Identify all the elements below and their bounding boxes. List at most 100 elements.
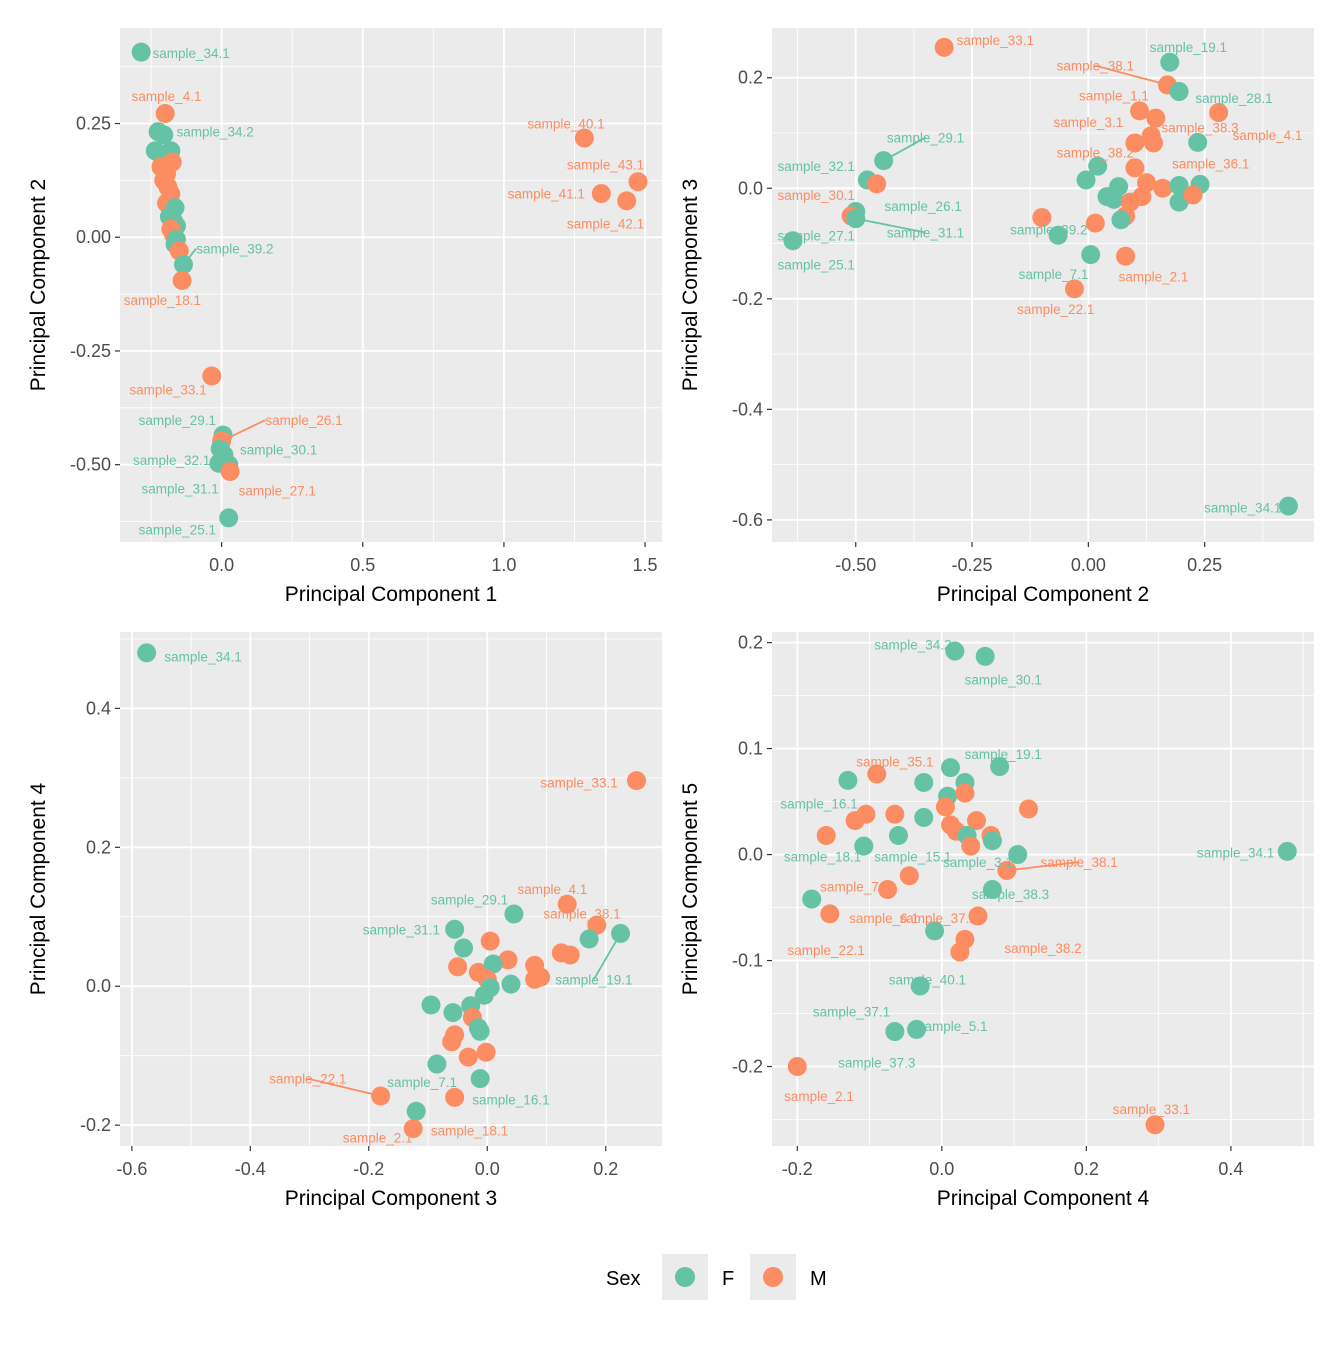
data-point-F bbox=[443, 1003, 463, 1023]
y-tick-label: 0.25 bbox=[76, 114, 111, 134]
data-point-F bbox=[783, 231, 803, 251]
data-point-M bbox=[172, 270, 192, 290]
x-tick-label: 1.0 bbox=[491, 555, 516, 575]
data-point-F bbox=[1169, 82, 1189, 102]
data-point-F bbox=[1169, 192, 1189, 212]
x-tick-label: 0.0 bbox=[209, 555, 234, 575]
point-label: sample_33.1 bbox=[129, 383, 206, 398]
data-point-M bbox=[1132, 187, 1152, 207]
data-point-M bbox=[1153, 178, 1173, 198]
data-point-M bbox=[967, 811, 987, 831]
data-point-F bbox=[131, 42, 151, 62]
point-label: sample_34.1 bbox=[1197, 845, 1274, 860]
point-label: sample_25.1 bbox=[778, 258, 855, 273]
label-leader-line bbox=[1095, 64, 1168, 86]
data-point-F bbox=[474, 985, 494, 1005]
data-point-F bbox=[925, 921, 945, 941]
label-leader-line bbox=[1006, 861, 1080, 872]
point-label: sample_22.1 bbox=[788, 943, 865, 958]
panel-background bbox=[120, 632, 662, 1146]
data-point-M bbox=[1019, 799, 1039, 819]
data-point-M bbox=[1145, 1115, 1165, 1135]
x-tick-label: 1.5 bbox=[633, 555, 658, 575]
y-tick-label: -0.2 bbox=[732, 289, 763, 309]
data-point-M bbox=[220, 461, 240, 481]
point-label: sample_18.1 bbox=[124, 293, 201, 308]
point-label: sample_26.1 bbox=[885, 199, 962, 214]
data-point-M bbox=[155, 104, 175, 124]
point-label: sample_28.1 bbox=[1195, 91, 1272, 106]
y-tick-label: -0.2 bbox=[80, 1115, 111, 1135]
legend: Sex F M bbox=[606, 1254, 827, 1300]
point-label: sample_38.1 bbox=[543, 906, 620, 921]
point-label: sample_7.1 bbox=[1019, 267, 1089, 282]
point-label: sample_7.1 bbox=[387, 1075, 457, 1090]
point-label: sample_34.1 bbox=[1204, 501, 1281, 516]
data-point-F bbox=[1160, 52, 1180, 72]
data-point-F bbox=[1278, 496, 1298, 516]
point-label: sample_36.1 bbox=[1172, 156, 1249, 171]
data-point-M bbox=[899, 866, 919, 886]
data-point-F bbox=[1111, 210, 1131, 230]
data-point-M bbox=[202, 366, 222, 386]
y-tick-label: -0.1 bbox=[732, 951, 763, 971]
y-axis-title: Principal Component 4 bbox=[27, 782, 50, 995]
data-point-F bbox=[1076, 170, 1096, 190]
data-point-F bbox=[1081, 245, 1101, 265]
point-label: sample_42.1 bbox=[567, 217, 644, 232]
data-point-M bbox=[574, 128, 594, 148]
data-point-M bbox=[935, 797, 955, 817]
point-label: sample_2.1 bbox=[343, 1131, 413, 1146]
y-tick-label: 0.2 bbox=[738, 633, 763, 653]
data-point-M bbox=[1032, 208, 1052, 228]
y-axis-title: Principal Component 5 bbox=[679, 783, 702, 995]
point-label: sample_2.1 bbox=[784, 1089, 854, 1104]
point-label: sample_38.1 bbox=[1057, 59, 1134, 74]
data-point-F bbox=[982, 880, 1002, 900]
data-point-F bbox=[1008, 845, 1028, 865]
point-label: sample_29.1 bbox=[139, 413, 216, 428]
x-tick-label: -0.2 bbox=[353, 1159, 384, 1179]
x-tick-label: -0.25 bbox=[952, 555, 993, 575]
point-label: sample_41.1 bbox=[508, 187, 585, 202]
point-label: sample_34.2 bbox=[176, 125, 253, 140]
label-leader-line bbox=[182, 248, 197, 266]
data-point-F bbox=[940, 758, 960, 778]
point-label: sample_37.2 bbox=[900, 911, 977, 926]
point-label: sample_1.1 bbox=[1079, 88, 1149, 103]
data-point-F bbox=[427, 1054, 447, 1074]
data-point-M bbox=[787, 1057, 807, 1077]
data-point-M bbox=[878, 880, 898, 900]
data-point-M bbox=[480, 931, 500, 951]
point-label: sample_26.1 bbox=[265, 413, 342, 428]
data-point-F bbox=[914, 772, 934, 792]
data-point-F bbox=[885, 1022, 905, 1042]
y-tick-label: 0.2 bbox=[738, 68, 763, 88]
data-point-M bbox=[1125, 158, 1145, 178]
x-tick-label: -0.4 bbox=[235, 1159, 266, 1179]
point-label: sample_34.1 bbox=[152, 46, 229, 61]
point-label: sample_18.1 bbox=[431, 1124, 508, 1139]
data-point-F bbox=[1104, 189, 1124, 209]
y-axis-title: Principal Component 3 bbox=[679, 179, 702, 391]
point-label: sample_37.1 bbox=[813, 1004, 890, 1019]
x-axis-title: Principal Component 2 bbox=[937, 583, 1149, 606]
point-label: sample_35.1 bbox=[856, 754, 933, 769]
data-point-F bbox=[1048, 225, 1068, 245]
point-label: sample_29.1 bbox=[431, 892, 508, 907]
point-label: sample_4.1 bbox=[518, 882, 588, 897]
point-label: sample_2.1 bbox=[1119, 270, 1189, 285]
y-tick-label: 0.0 bbox=[738, 845, 763, 865]
data-point-F bbox=[990, 757, 1010, 777]
point-label: sample_38.3 bbox=[1161, 120, 1238, 135]
data-point-M bbox=[448, 957, 468, 977]
data-point-M bbox=[1064, 279, 1084, 299]
data-point-F bbox=[406, 1101, 426, 1121]
x-axis-title: Principal Component 4 bbox=[937, 1187, 1150, 1210]
y-axis-title: Principal Component 2 bbox=[27, 179, 50, 391]
legend-key-M bbox=[763, 1267, 783, 1287]
point-label: sample_30.1 bbox=[240, 443, 317, 458]
y-tick-label: -0.50 bbox=[70, 455, 111, 475]
x-axis-title: Principal Component 3 bbox=[285, 1187, 497, 1210]
legend-label-F: F bbox=[722, 1268, 734, 1290]
